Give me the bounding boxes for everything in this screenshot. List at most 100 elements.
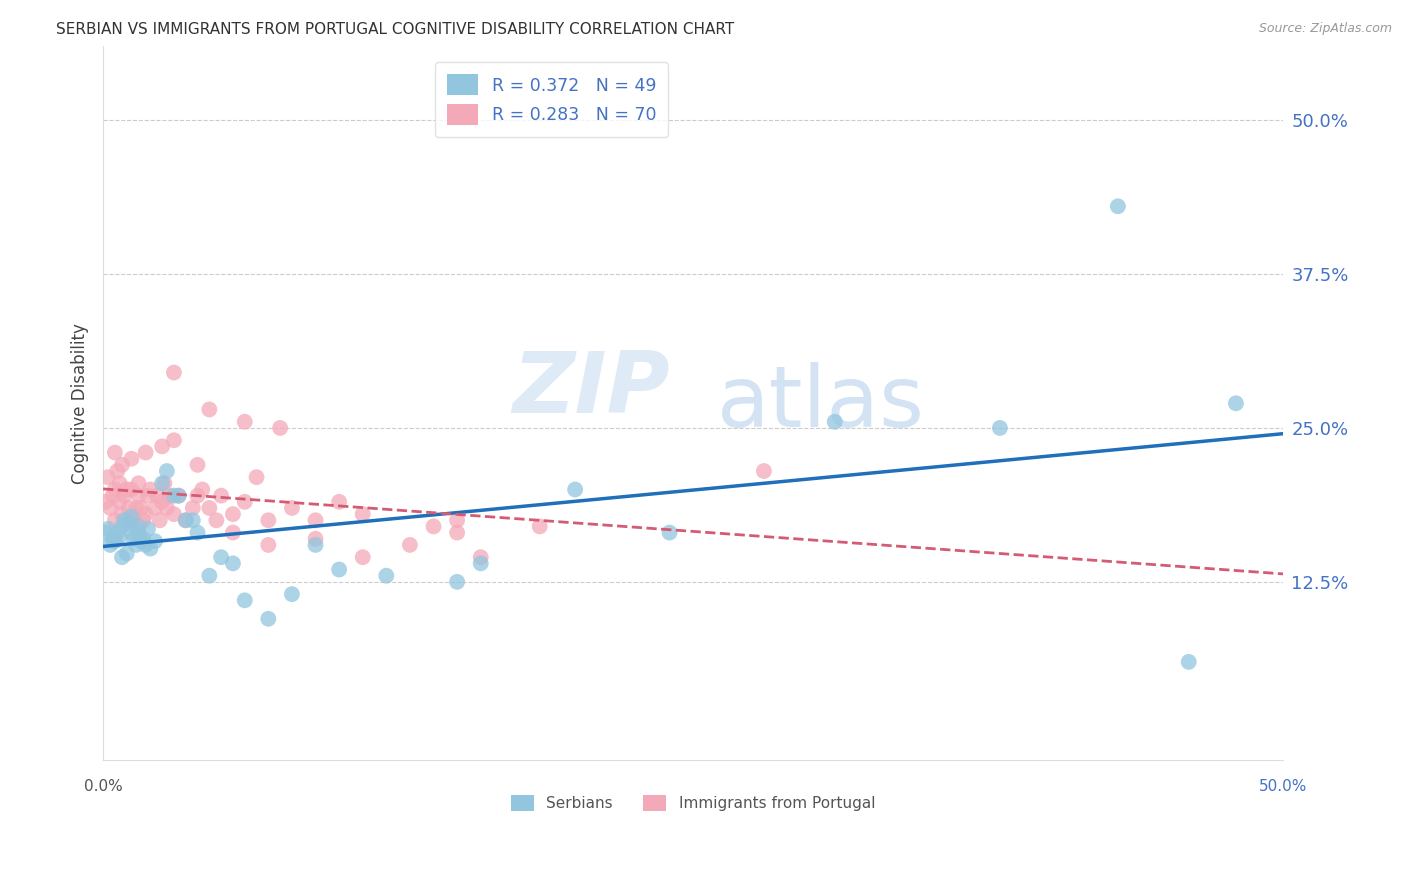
Point — [149, 513, 172, 527]
Point — [157, 489, 180, 503]
Point — [269, 421, 291, 435]
Point — [122, 532, 145, 546]
Point — [150, 476, 173, 491]
Point — [120, 525, 142, 540]
Point — [233, 495, 256, 509]
Point — [105, 525, 128, 540]
Point — [1107, 199, 1129, 213]
Point — [257, 538, 280, 552]
Point — [97, 470, 120, 484]
Point — [118, 500, 141, 515]
Point — [163, 366, 186, 380]
Point — [104, 513, 127, 527]
Point — [128, 489, 150, 503]
Point — [97, 522, 120, 536]
Point — [101, 532, 124, 546]
Point — [304, 513, 326, 527]
Point — [125, 500, 148, 515]
Point — [111, 458, 134, 472]
Point — [1225, 396, 1247, 410]
Point — [125, 538, 148, 552]
Point — [120, 451, 142, 466]
Point — [375, 568, 398, 582]
Point — [222, 507, 245, 521]
Point — [564, 483, 586, 497]
Point — [198, 500, 221, 515]
Point — [304, 538, 326, 552]
Point — [352, 507, 374, 521]
Point — [128, 525, 150, 540]
Point — [104, 445, 127, 459]
Point — [167, 489, 190, 503]
Point — [174, 513, 197, 527]
Point — [281, 587, 304, 601]
Point — [257, 612, 280, 626]
Point — [156, 464, 179, 478]
Point — [446, 574, 468, 589]
Point — [146, 489, 169, 503]
Point — [988, 421, 1011, 435]
Point — [128, 476, 150, 491]
Point — [824, 415, 846, 429]
Point — [209, 489, 232, 503]
Point — [1177, 655, 1199, 669]
Point — [104, 534, 127, 549]
Point — [128, 519, 150, 533]
Point — [129, 534, 152, 549]
Point — [120, 483, 142, 497]
Point — [174, 513, 197, 527]
Point — [186, 489, 208, 503]
Point — [135, 445, 157, 459]
Point — [135, 507, 157, 521]
Point — [257, 513, 280, 527]
Point — [328, 562, 350, 576]
Text: 0.0%: 0.0% — [84, 779, 122, 794]
Point — [112, 513, 135, 527]
Point — [98, 538, 121, 552]
Point — [233, 415, 256, 429]
Point — [120, 509, 142, 524]
Y-axis label: Cognitive Disability: Cognitive Disability — [72, 323, 89, 483]
Point — [118, 513, 141, 527]
Point — [222, 557, 245, 571]
Point — [352, 550, 374, 565]
Point — [399, 538, 422, 552]
Point — [108, 476, 131, 491]
Point — [163, 434, 186, 448]
Point — [115, 483, 138, 497]
Point — [112, 489, 135, 503]
Point — [245, 470, 267, 484]
Point — [136, 522, 159, 536]
Legend: Serbians, Immigrants from Portugal: Serbians, Immigrants from Portugal — [505, 789, 882, 817]
Point — [328, 495, 350, 509]
Point — [111, 550, 134, 565]
Point — [281, 500, 304, 515]
Point — [94, 495, 117, 509]
Point — [529, 519, 551, 533]
Point — [163, 507, 186, 521]
Point — [139, 541, 162, 556]
Point — [129, 500, 152, 515]
Text: ZIP: ZIP — [512, 348, 669, 431]
Point — [304, 532, 326, 546]
Point — [186, 525, 208, 540]
Point — [111, 507, 134, 521]
Point — [135, 538, 157, 552]
Point — [115, 547, 138, 561]
Point — [108, 495, 131, 509]
Point — [186, 458, 208, 472]
Text: SERBIAN VS IMMIGRANTS FROM PORTUGAL COGNITIVE DISABILITY CORRELATION CHART: SERBIAN VS IMMIGRANTS FROM PORTUGAL COGN… — [56, 22, 734, 37]
Point — [94, 525, 117, 540]
Point — [181, 513, 204, 527]
Point — [209, 550, 232, 565]
Point — [233, 593, 256, 607]
Point — [139, 483, 162, 497]
Point — [470, 557, 492, 571]
Point — [153, 476, 176, 491]
Point — [118, 516, 141, 531]
Point — [150, 495, 173, 509]
Point — [143, 500, 166, 515]
Point — [222, 525, 245, 540]
Point — [198, 568, 221, 582]
Point — [163, 489, 186, 503]
